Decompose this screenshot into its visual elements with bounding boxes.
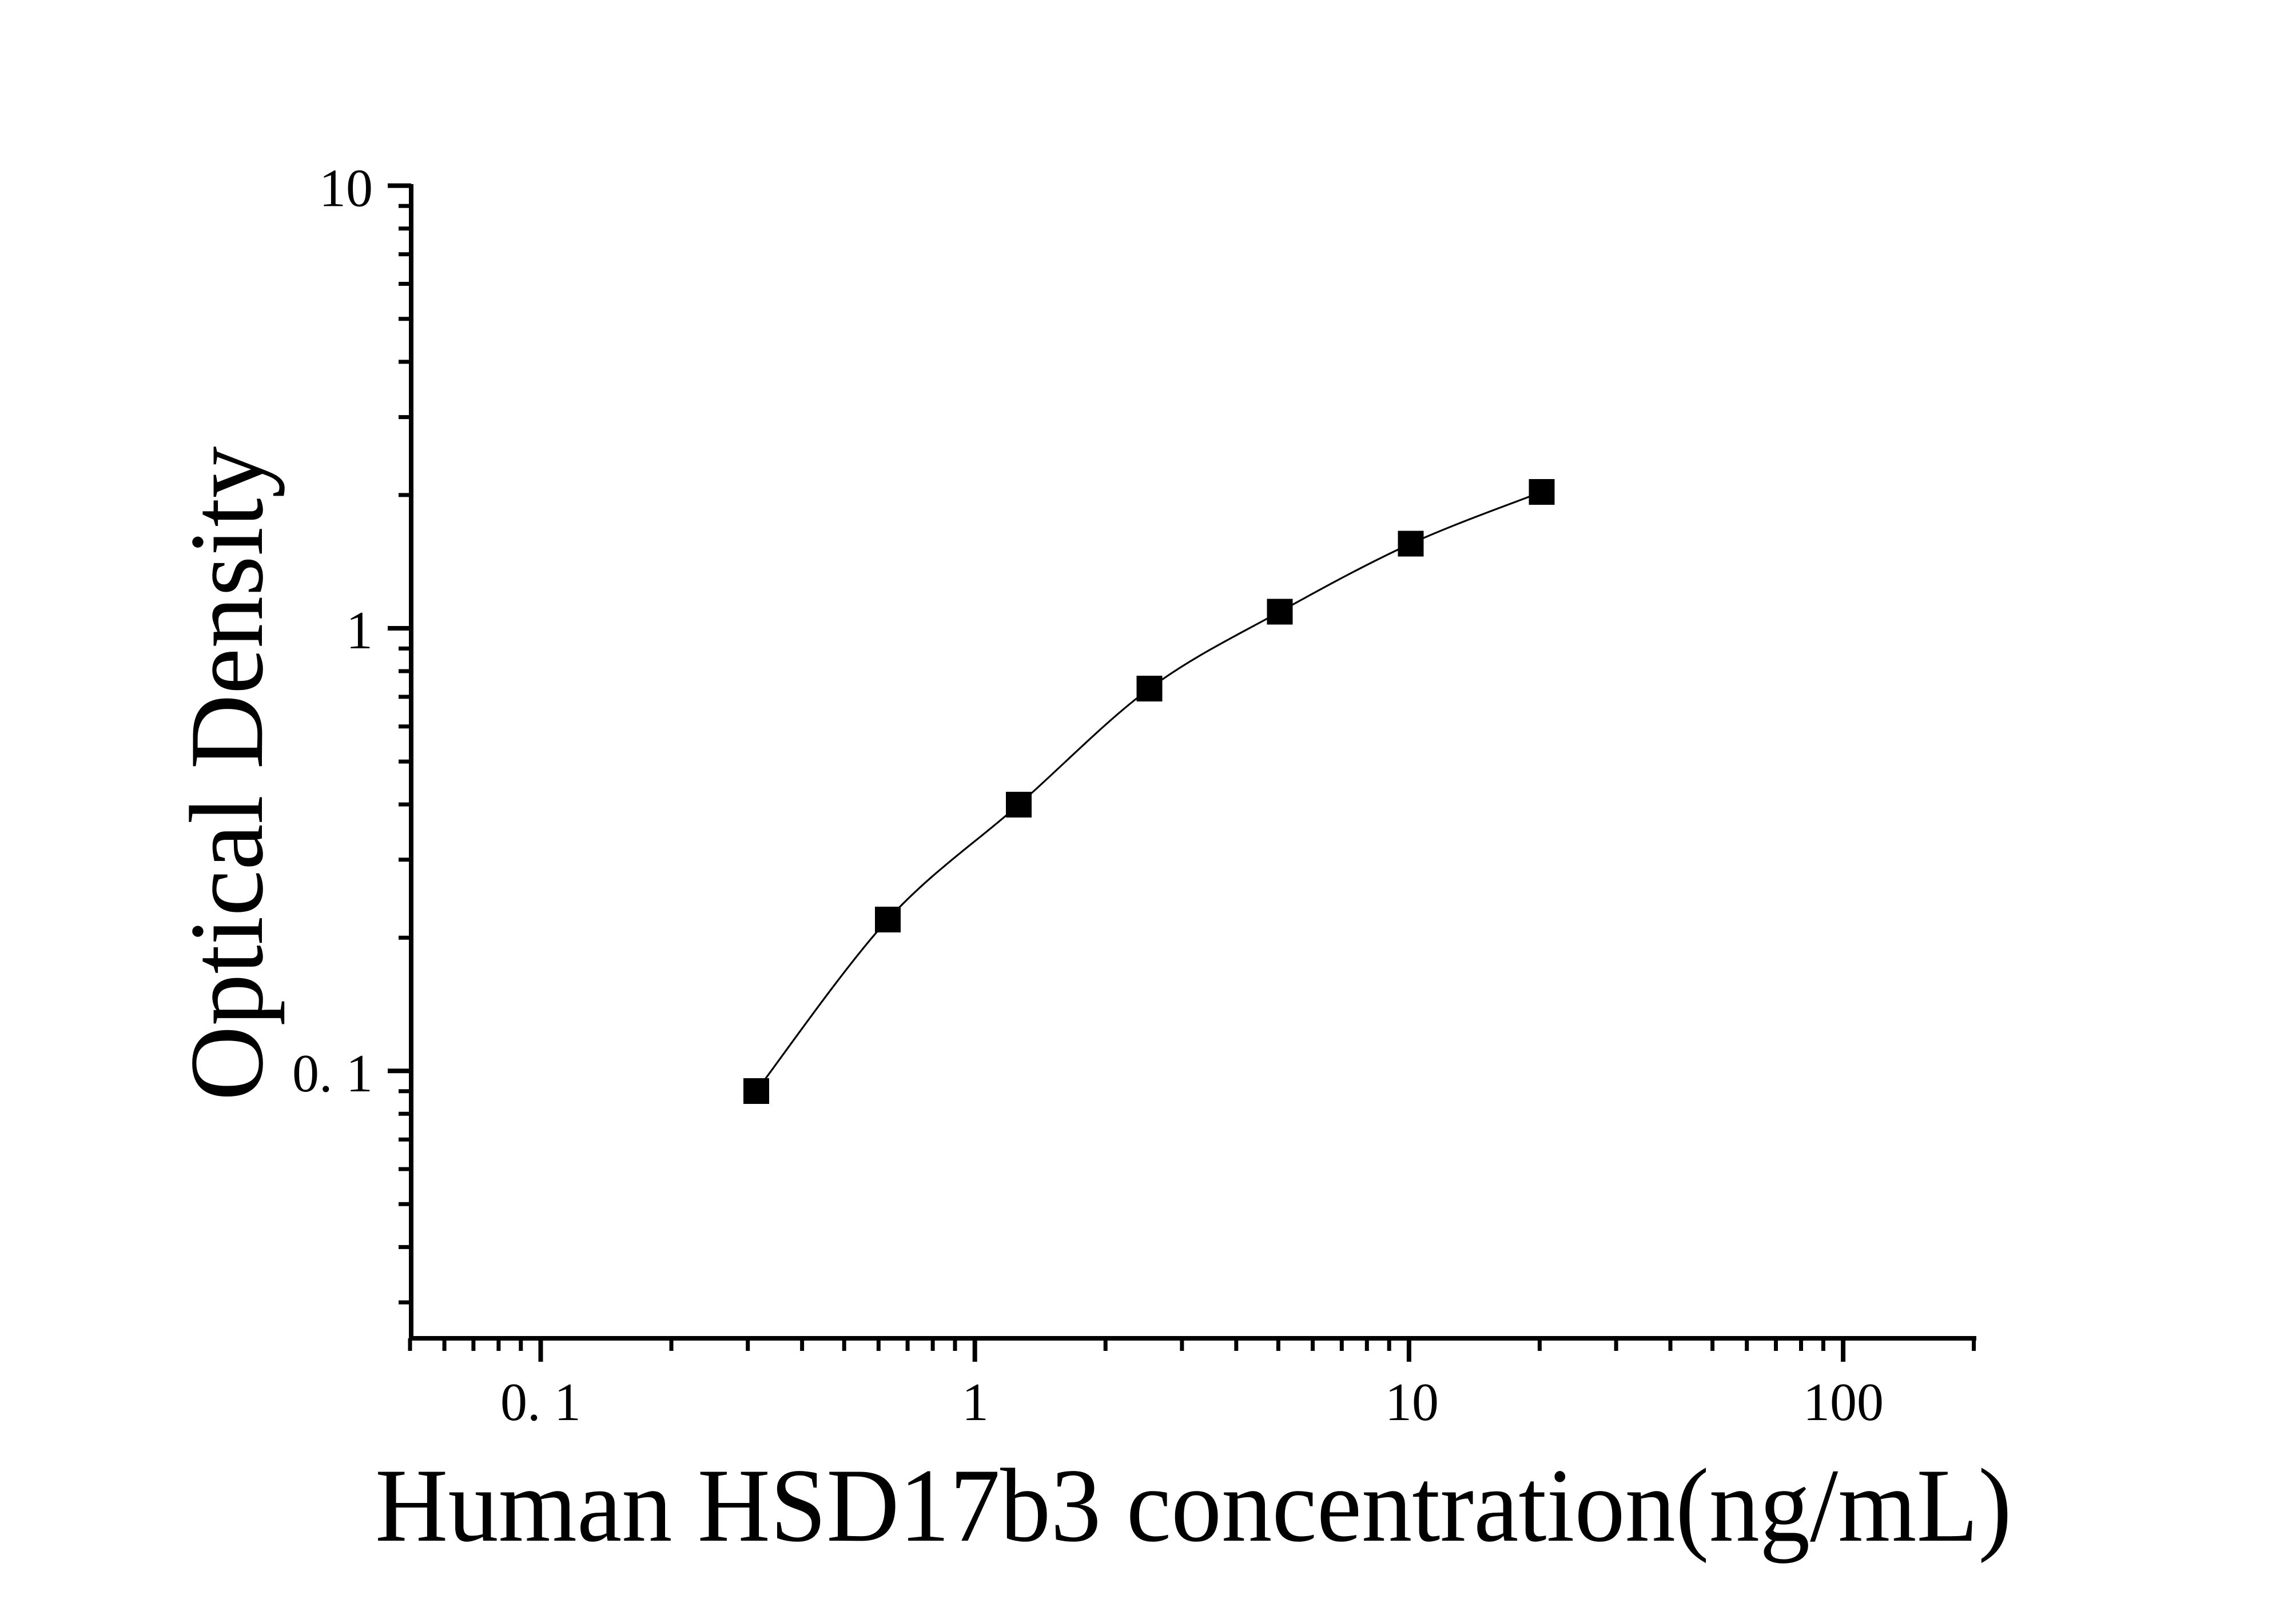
- svg-text:1: 1: [346, 601, 373, 660]
- svg-text:0. 1: 0. 1: [500, 1373, 581, 1432]
- svg-text:Human HSD17b3 concentration(ng: Human HSD17b3 concentration(ng/mL): [375, 1447, 2012, 1564]
- svg-text:100: 100: [1803, 1373, 1884, 1432]
- svg-text:0. 1: 0. 1: [292, 1044, 373, 1103]
- svg-text:1: 1: [962, 1373, 989, 1432]
- svg-text:Optical Density: Optical Density: [168, 446, 285, 1101]
- svg-text:10: 10: [319, 159, 373, 218]
- svg-text:10: 10: [1385, 1373, 1439, 1432]
